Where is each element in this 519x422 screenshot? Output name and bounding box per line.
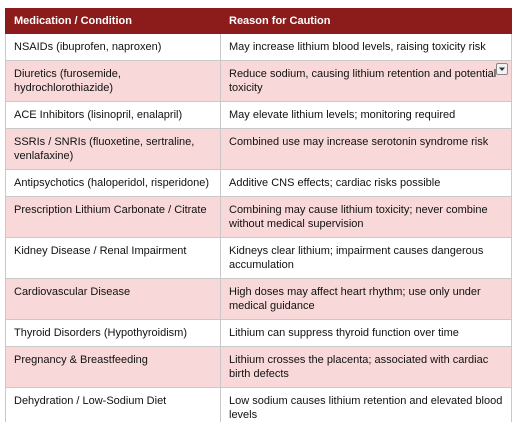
table-row: Cardiovascular Disease High doses may aff… [5,278,512,320]
table-row: Kidney Disease / Renal Impairment Kidneys… [5,237,512,279]
table-cell: Combining may cause lithium toxicity; ne… [220,196,512,238]
table-cell: May elevate lithium levels; monitoring r… [220,101,512,129]
table-cell: Dehydration / Low-Sodium Diet [5,387,221,422]
table-cell: May increase lithium blood levels, raisi… [220,33,512,61]
table-cell: High doses may affect heart rhythm; use … [220,278,512,320]
table-cell: Combined use may increase serotonin synd… [220,128,512,170]
column-header: Reason for Caution [220,8,512,34]
table-cell: Kidneys clear lithium; impairment causes… [220,237,512,279]
table-row: Pregnancy & Breastfeeding Lithium crosses… [5,346,512,388]
table-cell: Diuretics (furosemide, hydrochlorothiazi… [5,60,221,102]
table-cell: Cardiovascular Disease [5,278,221,320]
table-cell: Kidney Disease / Renal Impairment [5,237,221,279]
table-cell: NSAIDs (ibuprofen, naproxen) [5,33,221,61]
header-row: Medication / Condition Reason for Caution [5,8,512,34]
table-row: Diuretics (furosemide, hydrochlorothiazi… [5,60,512,102]
table-cell: Thyroid Disorders (Hypothyroidism) [5,319,221,347]
table-cell: Prescription Lithium Carbonate / Citrate [5,196,221,238]
table-row: Prescription Lithium Carbonate / Citrate… [5,196,512,238]
table-row: Antipsychotics (haloperidol, risperidone… [5,169,512,197]
table-cell: Lithium can suppress thyroid function ov… [220,319,512,347]
table-row: NSAIDs (ibuprofen, naproxen) May increase… [5,33,512,61]
table-cell: Reduce sodium, causing lithium retention… [220,60,512,102]
table-cell: ACE Inhibitors (lisinopril, enalapril) [5,101,221,129]
dropdown-arrow [499,67,505,71]
table-row: SSRIs / SNRIs (fluoxetine, sertraline, v… [5,128,512,170]
caution-table: Medication / Condition Reason for Caution… [5,8,512,422]
table-row: ACE Inhibitors (lisinopril, enalapril) Ma… [5,101,512,129]
column-header: Medication / Condition [5,8,221,34]
table-cell: Low sodium causes lithium retention and … [220,387,512,422]
table-cell: Additive CNS effects; cardiac risks poss… [220,169,512,197]
dropdown-button[interactable] [496,63,508,75]
table-cell: Pregnancy & Breastfeeding [5,346,221,388]
table-row: Thyroid Disorders (Hypothyroidism) Lithiu… [5,319,512,347]
table-row: Dehydration / Low-Sodium Diet Low sodium … [5,387,512,422]
table-cell: Antipsychotics (haloperidol, risperidone… [5,169,221,197]
table-cell: SSRIs / SNRIs (fluoxetine, sertraline, v… [5,128,221,170]
table-cell: Lithium crosses the placenta; associated… [220,346,512,388]
